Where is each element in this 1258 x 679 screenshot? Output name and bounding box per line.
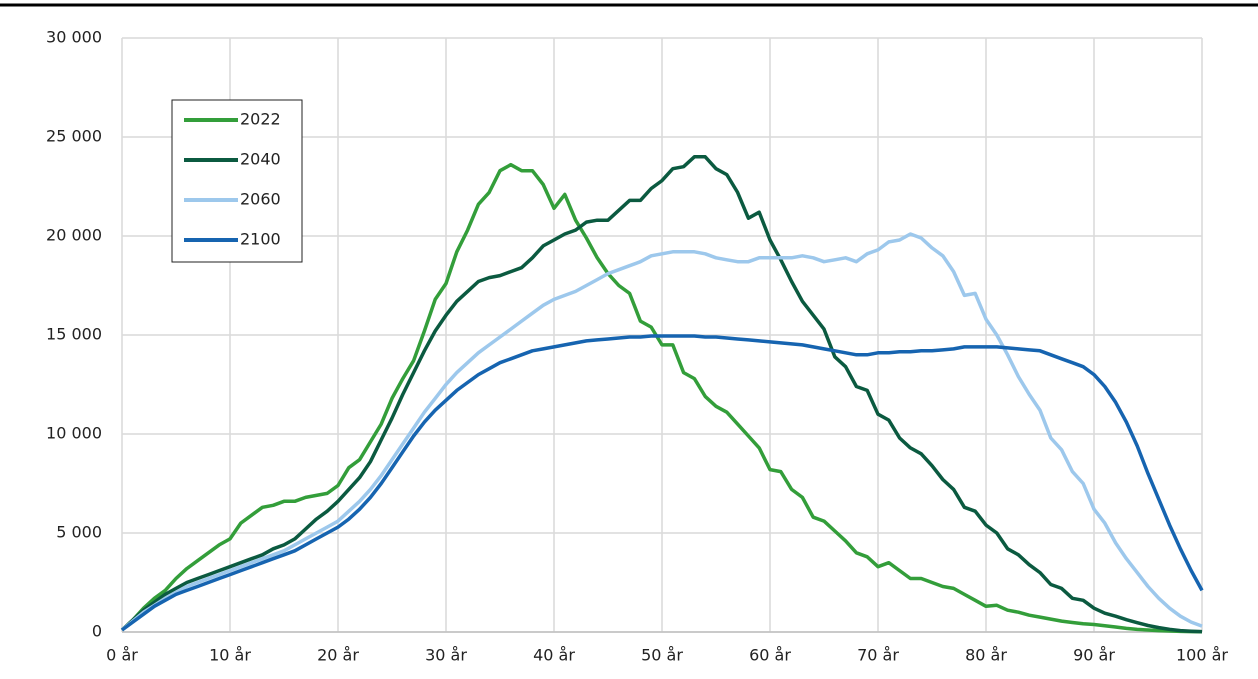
y-tick-label: 15 000 [46,325,102,344]
x-tick-label: 90 år [1073,646,1115,665]
legend-label: 2022 [240,110,281,129]
legend-label: 2040 [240,150,281,169]
series-line [120,155,1203,634]
x-tick-label: 0 år [106,646,138,665]
y-tick-label: 20 000 [46,226,102,245]
x-tick-label: 70 år [857,646,899,665]
y-tick-label: 25 000 [46,127,102,146]
x-tick-label: 30 år [425,646,467,665]
series-line [120,232,1203,632]
series-line [120,162,1203,634]
x-tick-label: 100 år [1176,646,1228,665]
x-tick-label: 20 år [317,646,359,665]
x-tick-label: 60 år [749,646,791,665]
y-tick-label: 5 000 [56,523,102,542]
x-tick-label: 80 år [965,646,1007,665]
y-tick-label: 10 000 [46,424,102,443]
x-tick-label: 50 år [641,646,683,665]
x-tick-label: 40 år [533,646,575,665]
series-line [120,334,1204,632]
y-tick-label: 30 000 [46,28,102,47]
legend-box [171,99,303,263]
legend-label: 2060 [240,190,281,209]
x-tick-label: 10 år [209,646,251,665]
legend-label: 2100 [240,230,281,249]
y-tick-label: 0 [92,622,102,641]
